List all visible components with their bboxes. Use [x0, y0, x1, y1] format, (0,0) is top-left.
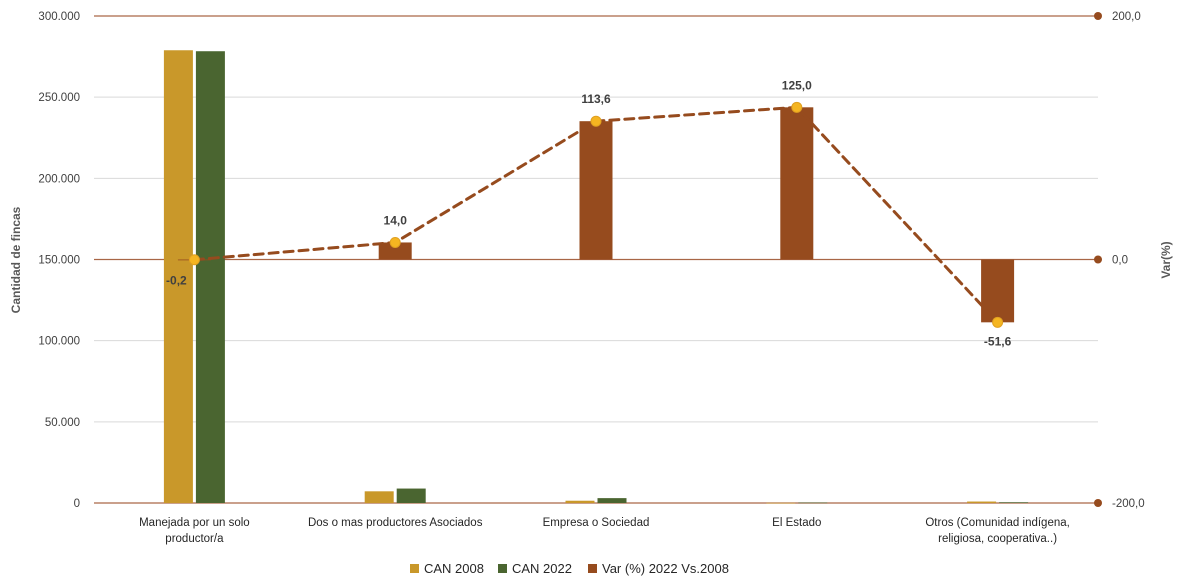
bar-can-2008 — [766, 502, 796, 504]
variation-marker — [590, 115, 602, 127]
bar-can-2022 — [195, 51, 225, 504]
y-axis-ticks: 0 50.000 100.000 150.000 200.000 250.000 300.0… — [38, 11, 80, 510]
data-labels: -0,2 14,0 113,6 125,0 -51,6 — [166, 78, 1012, 348]
variation-data-label: 113,6 — [581, 92, 611, 106]
legend-swatch — [498, 564, 507, 573]
y2-tick-label: -200,0 — [1112, 498, 1145, 510]
variation-data-label: -0,2 — [166, 274, 187, 288]
y2-axis-dot — [1094, 499, 1102, 507]
y-tick-label: 300.000 — [38, 11, 80, 23]
category-label: Otros (Comunidad indígena, — [925, 517, 1069, 529]
bar-can-2022 — [999, 502, 1029, 503]
y2-tick-label: 200,0 — [1112, 11, 1141, 23]
variation-marker — [188, 254, 200, 266]
bar-can-2022 — [798, 502, 828, 504]
category-label: religiosa, cooperativa..) — [938, 533, 1057, 545]
legend-label: Var (%) 2022 Vs.2008 — [602, 561, 729, 576]
bar-variation — [579, 121, 613, 260]
bar-can-2008 — [565, 500, 595, 503]
category-label: Empresa o Sociedad — [543, 517, 650, 529]
y2-axis-ticks: -200,0 0,0 200,0 — [1112, 11, 1145, 510]
y-axis-title: Cantidad de fincas — [9, 206, 23, 313]
y-tick-label: 150.000 — [38, 255, 80, 267]
legend-swatch — [410, 564, 419, 573]
variation-marker — [389, 236, 401, 248]
y2-axis-title: Var(%) — [1159, 241, 1173, 278]
variation-line — [188, 101, 1004, 328]
bar-variation — [981, 259, 1015, 323]
bar-variation — [378, 242, 412, 260]
variation-marker — [992, 316, 1004, 328]
category-label: Manejada por un solo — [139, 517, 250, 529]
variation-data-label: -51,6 — [984, 334, 1012, 348]
legend-label: CAN 2008 — [424, 561, 484, 576]
variation-marker — [791, 101, 803, 113]
variation-data-label: 14,0 — [384, 213, 408, 227]
y-tick-label: 100.000 — [38, 336, 80, 348]
legend-swatch — [588, 564, 597, 573]
legend: CAN 2008 CAN 2022 Var (%) 2022 Vs.2008 — [410, 561, 729, 576]
y-tick-label: 250.000 — [38, 92, 80, 104]
y2-axis-dot — [1094, 255, 1102, 264]
variation-data-label: 125,0 — [782, 78, 812, 92]
category-label: productor/a — [165, 533, 224, 545]
bars — [163, 50, 1029, 504]
legend-label: CAN 2022 — [512, 561, 572, 576]
y-tick-label: 200.000 — [38, 173, 80, 185]
bar-variation — [780, 107, 814, 260]
category-label: El Estado — [772, 517, 821, 529]
y-tick-label: 0 — [74, 498, 80, 510]
category-label: Dos o mas productores Asociados — [308, 517, 483, 529]
bar-can-2022 — [597, 498, 627, 503]
y-tick-label: 50.000 — [45, 417, 80, 429]
bar-can-2022 — [396, 488, 426, 503]
y2-axis-dot — [1094, 12, 1102, 20]
bar-can-2008 — [364, 491, 394, 503]
y2-tick-label: 0,0 — [1112, 255, 1128, 267]
bar-can-2008 — [163, 50, 193, 504]
x-axis-categories: Manejada por un solo productor/a Dos o mas… — [139, 517, 1070, 545]
bar-can-2008 — [967, 501, 997, 503]
